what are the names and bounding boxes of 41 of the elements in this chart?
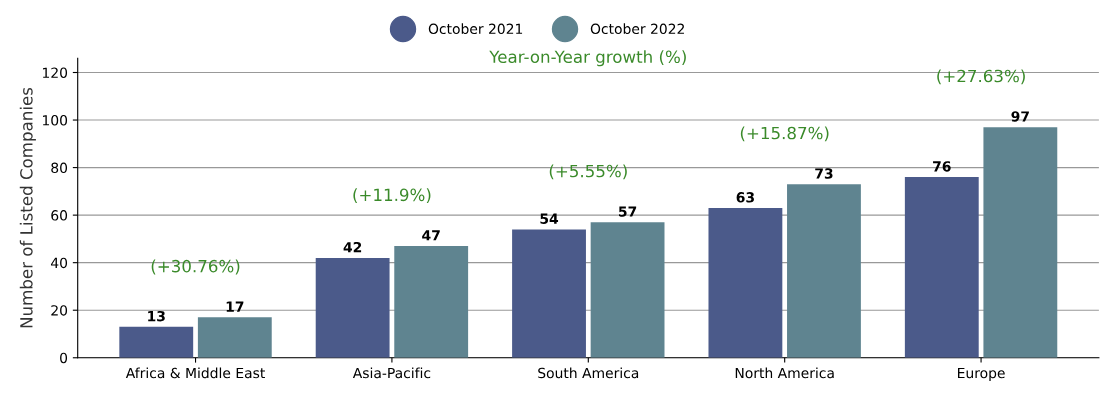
annotation: (+5.55%) (549, 164, 627, 180)
bar (197, 317, 272, 358)
y-axis-title: Number of Listed Companies (19, 87, 36, 328)
bar (904, 177, 979, 358)
x-tick-label: Asia-Pacific (352, 367, 431, 379)
bar (512, 229, 586, 358)
bar (315, 257, 390, 358)
data-label: 17 (226, 301, 244, 312)
bar (119, 326, 194, 358)
data-label: 97 (1011, 111, 1029, 122)
x-tick-label: Africa & Middle East (125, 367, 265, 379)
data-label: 57 (618, 206, 637, 217)
bar (787, 184, 861, 358)
annotation: (+15.87%) (740, 126, 829, 142)
annotation: (+11.9%) (353, 188, 431, 204)
legend-label: October 2022 (590, 23, 684, 35)
y-tick-label: 0 (60, 352, 68, 364)
bar (590, 222, 665, 358)
y-tick-label: 80 (51, 162, 68, 174)
x-tick-label: North America (735, 367, 834, 379)
data-label: 54 (540, 213, 559, 224)
bar (708, 208, 783, 358)
annotation: Year-on-Year growth (%) (489, 50, 686, 67)
annotation: (+27.63%) (937, 69, 1025, 85)
data-label: 13 (148, 310, 165, 322)
x-tick-label: South America (538, 367, 639, 379)
data-label: 63 (736, 192, 754, 203)
data-label: 76 (933, 161, 951, 172)
y-tick-label: 60 (51, 210, 68, 221)
legend-label: October 2021 (428, 23, 523, 35)
data-label: 73 (815, 168, 833, 179)
y-tick-label: 100 (42, 115, 68, 126)
y-tick-label: 40 (50, 257, 68, 269)
x-tick-label: Europe (958, 367, 1005, 381)
bar (394, 246, 469, 358)
data-label: 47 (422, 230, 440, 241)
y-tick-label: 20 (51, 305, 68, 316)
data-label: 42 (343, 241, 362, 253)
bar (983, 127, 1058, 358)
annotation: (+30.76%) (151, 259, 240, 275)
y-tick-label: 120 (42, 67, 68, 78)
